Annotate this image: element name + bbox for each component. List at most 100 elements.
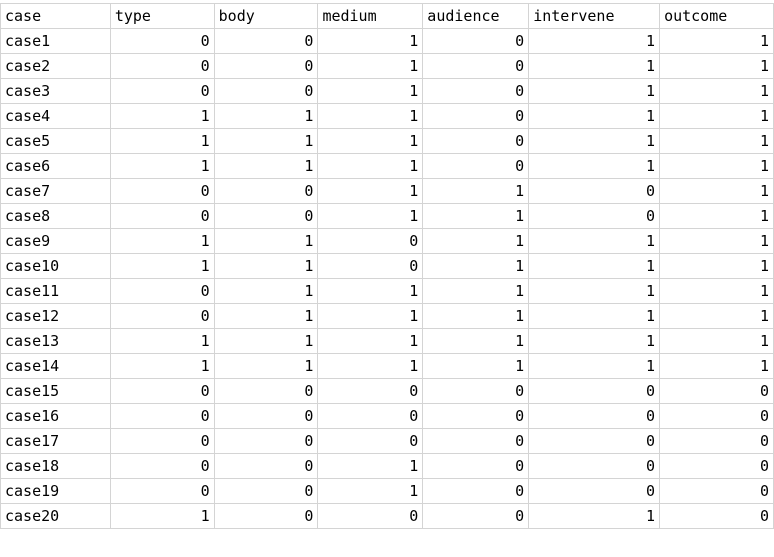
value-cell[interactable]: 0 [528, 178, 661, 204]
value-cell[interactable]: 1 [317, 178, 424, 204]
case-label-cell[interactable]: case14 [0, 353, 111, 379]
value-cell[interactable]: 1 [528, 228, 661, 254]
value-cell[interactable]: 1 [659, 303, 774, 329]
value-cell[interactable]: 0 [659, 378, 774, 404]
value-cell[interactable]: 1 [528, 128, 661, 154]
value-cell[interactable]: 0 [659, 503, 774, 529]
value-cell[interactable]: 0 [213, 378, 319, 404]
value-cell[interactable]: 1 [422, 328, 530, 354]
value-cell[interactable]: 1 [422, 353, 530, 379]
case-label-cell[interactable]: case7 [0, 178, 111, 204]
value-cell[interactable]: 1 [109, 128, 215, 154]
value-cell[interactable]: 1 [659, 328, 774, 354]
header-cell-outcome[interactable]: outcome [659, 3, 774, 29]
value-cell[interactable]: 1 [317, 78, 424, 104]
value-cell[interactable]: 1 [659, 78, 774, 104]
value-cell[interactable]: 0 [213, 178, 319, 204]
value-cell[interactable]: 0 [109, 428, 215, 454]
value-cell[interactable]: 1 [317, 203, 424, 229]
value-cell[interactable]: 0 [659, 453, 774, 479]
value-cell[interactable]: 0 [422, 28, 530, 54]
value-cell[interactable]: 0 [317, 228, 424, 254]
value-cell[interactable]: 1 [528, 328, 661, 354]
value-cell[interactable]: 1 [213, 153, 319, 179]
value-cell[interactable]: 0 [659, 478, 774, 504]
value-cell[interactable]: 1 [528, 153, 661, 179]
case-label-cell[interactable]: case6 [0, 153, 111, 179]
value-cell[interactable]: 0 [317, 378, 424, 404]
case-label-cell[interactable]: case19 [0, 478, 111, 504]
value-cell[interactable]: 0 [109, 303, 215, 329]
value-cell[interactable]: 1 [528, 303, 661, 329]
value-cell[interactable]: 1 [317, 53, 424, 79]
value-cell[interactable]: 1 [317, 153, 424, 179]
value-cell[interactable]: 1 [528, 353, 661, 379]
value-cell[interactable]: 1 [422, 303, 530, 329]
value-cell[interactable]: 1 [213, 303, 319, 329]
value-cell[interactable]: 1 [528, 78, 661, 104]
value-cell[interactable]: 1 [213, 328, 319, 354]
value-cell[interactable]: 0 [422, 478, 530, 504]
value-cell[interactable]: 1 [317, 453, 424, 479]
value-cell[interactable]: 1 [317, 303, 424, 329]
value-cell[interactable]: 1 [109, 328, 215, 354]
header-cell-audience[interactable]: audience [422, 3, 530, 29]
value-cell[interactable]: 0 [528, 203, 661, 229]
header-cell-type[interactable]: type [109, 3, 215, 29]
value-cell[interactable]: 1 [109, 228, 215, 254]
value-cell[interactable]: 1 [422, 203, 530, 229]
value-cell[interactable]: 1 [317, 328, 424, 354]
value-cell[interactable]: 0 [317, 428, 424, 454]
value-cell[interactable]: 1 [213, 228, 319, 254]
value-cell[interactable]: 0 [422, 428, 530, 454]
value-cell[interactable]: 0 [317, 403, 424, 429]
header-cell-body[interactable]: body [213, 3, 319, 29]
value-cell[interactable]: 0 [213, 28, 319, 54]
value-cell[interactable]: 1 [659, 253, 774, 279]
value-cell[interactable]: 0 [213, 53, 319, 79]
value-cell[interactable]: 0 [109, 403, 215, 429]
case-label-cell[interactable]: case5 [0, 128, 111, 154]
value-cell[interactable]: 0 [422, 53, 530, 79]
case-label-cell[interactable]: case1 [0, 28, 111, 54]
value-cell[interactable]: 0 [422, 78, 530, 104]
value-cell[interactable]: 0 [528, 378, 661, 404]
value-cell[interactable]: 1 [528, 253, 661, 279]
value-cell[interactable]: 0 [317, 253, 424, 279]
value-cell[interactable]: 1 [422, 253, 530, 279]
case-label-cell[interactable]: case16 [0, 403, 111, 429]
value-cell[interactable]: 0 [528, 478, 661, 504]
value-cell[interactable]: 0 [659, 403, 774, 429]
value-cell[interactable]: 0 [659, 428, 774, 454]
value-cell[interactable]: 1 [317, 478, 424, 504]
header-cell-intervene[interactable]: intervene [528, 3, 661, 29]
case-label-cell[interactable]: case8 [0, 203, 111, 229]
case-label-cell[interactable]: case18 [0, 453, 111, 479]
value-cell[interactable]: 1 [317, 278, 424, 304]
case-label-cell[interactable]: case4 [0, 103, 111, 129]
value-cell[interactable]: 1 [659, 153, 774, 179]
case-label-cell[interactable]: case2 [0, 53, 111, 79]
value-cell[interactable]: 1 [213, 278, 319, 304]
case-label-cell[interactable]: case17 [0, 428, 111, 454]
value-cell[interactable]: 0 [109, 453, 215, 479]
case-label-cell[interactable]: case3 [0, 78, 111, 104]
header-cell-medium[interactable]: medium [317, 3, 424, 29]
value-cell[interactable]: 1 [659, 103, 774, 129]
value-cell[interactable]: 0 [213, 203, 319, 229]
value-cell[interactable]: 0 [422, 128, 530, 154]
value-cell[interactable]: 1 [659, 278, 774, 304]
value-cell[interactable]: 0 [317, 503, 424, 529]
value-cell[interactable]: 1 [317, 28, 424, 54]
value-cell[interactable]: 1 [109, 253, 215, 279]
value-cell[interactable]: 1 [213, 353, 319, 379]
value-cell[interactable]: 1 [659, 228, 774, 254]
case-label-cell[interactable]: case15 [0, 378, 111, 404]
value-cell[interactable]: 1 [528, 278, 661, 304]
value-cell[interactable]: 1 [317, 128, 424, 154]
value-cell[interactable]: 0 [213, 478, 319, 504]
case-label-cell[interactable]: case20 [0, 503, 111, 529]
case-label-cell[interactable]: case12 [0, 303, 111, 329]
value-cell[interactable]: 1 [213, 128, 319, 154]
case-label-cell[interactable]: case9 [0, 228, 111, 254]
